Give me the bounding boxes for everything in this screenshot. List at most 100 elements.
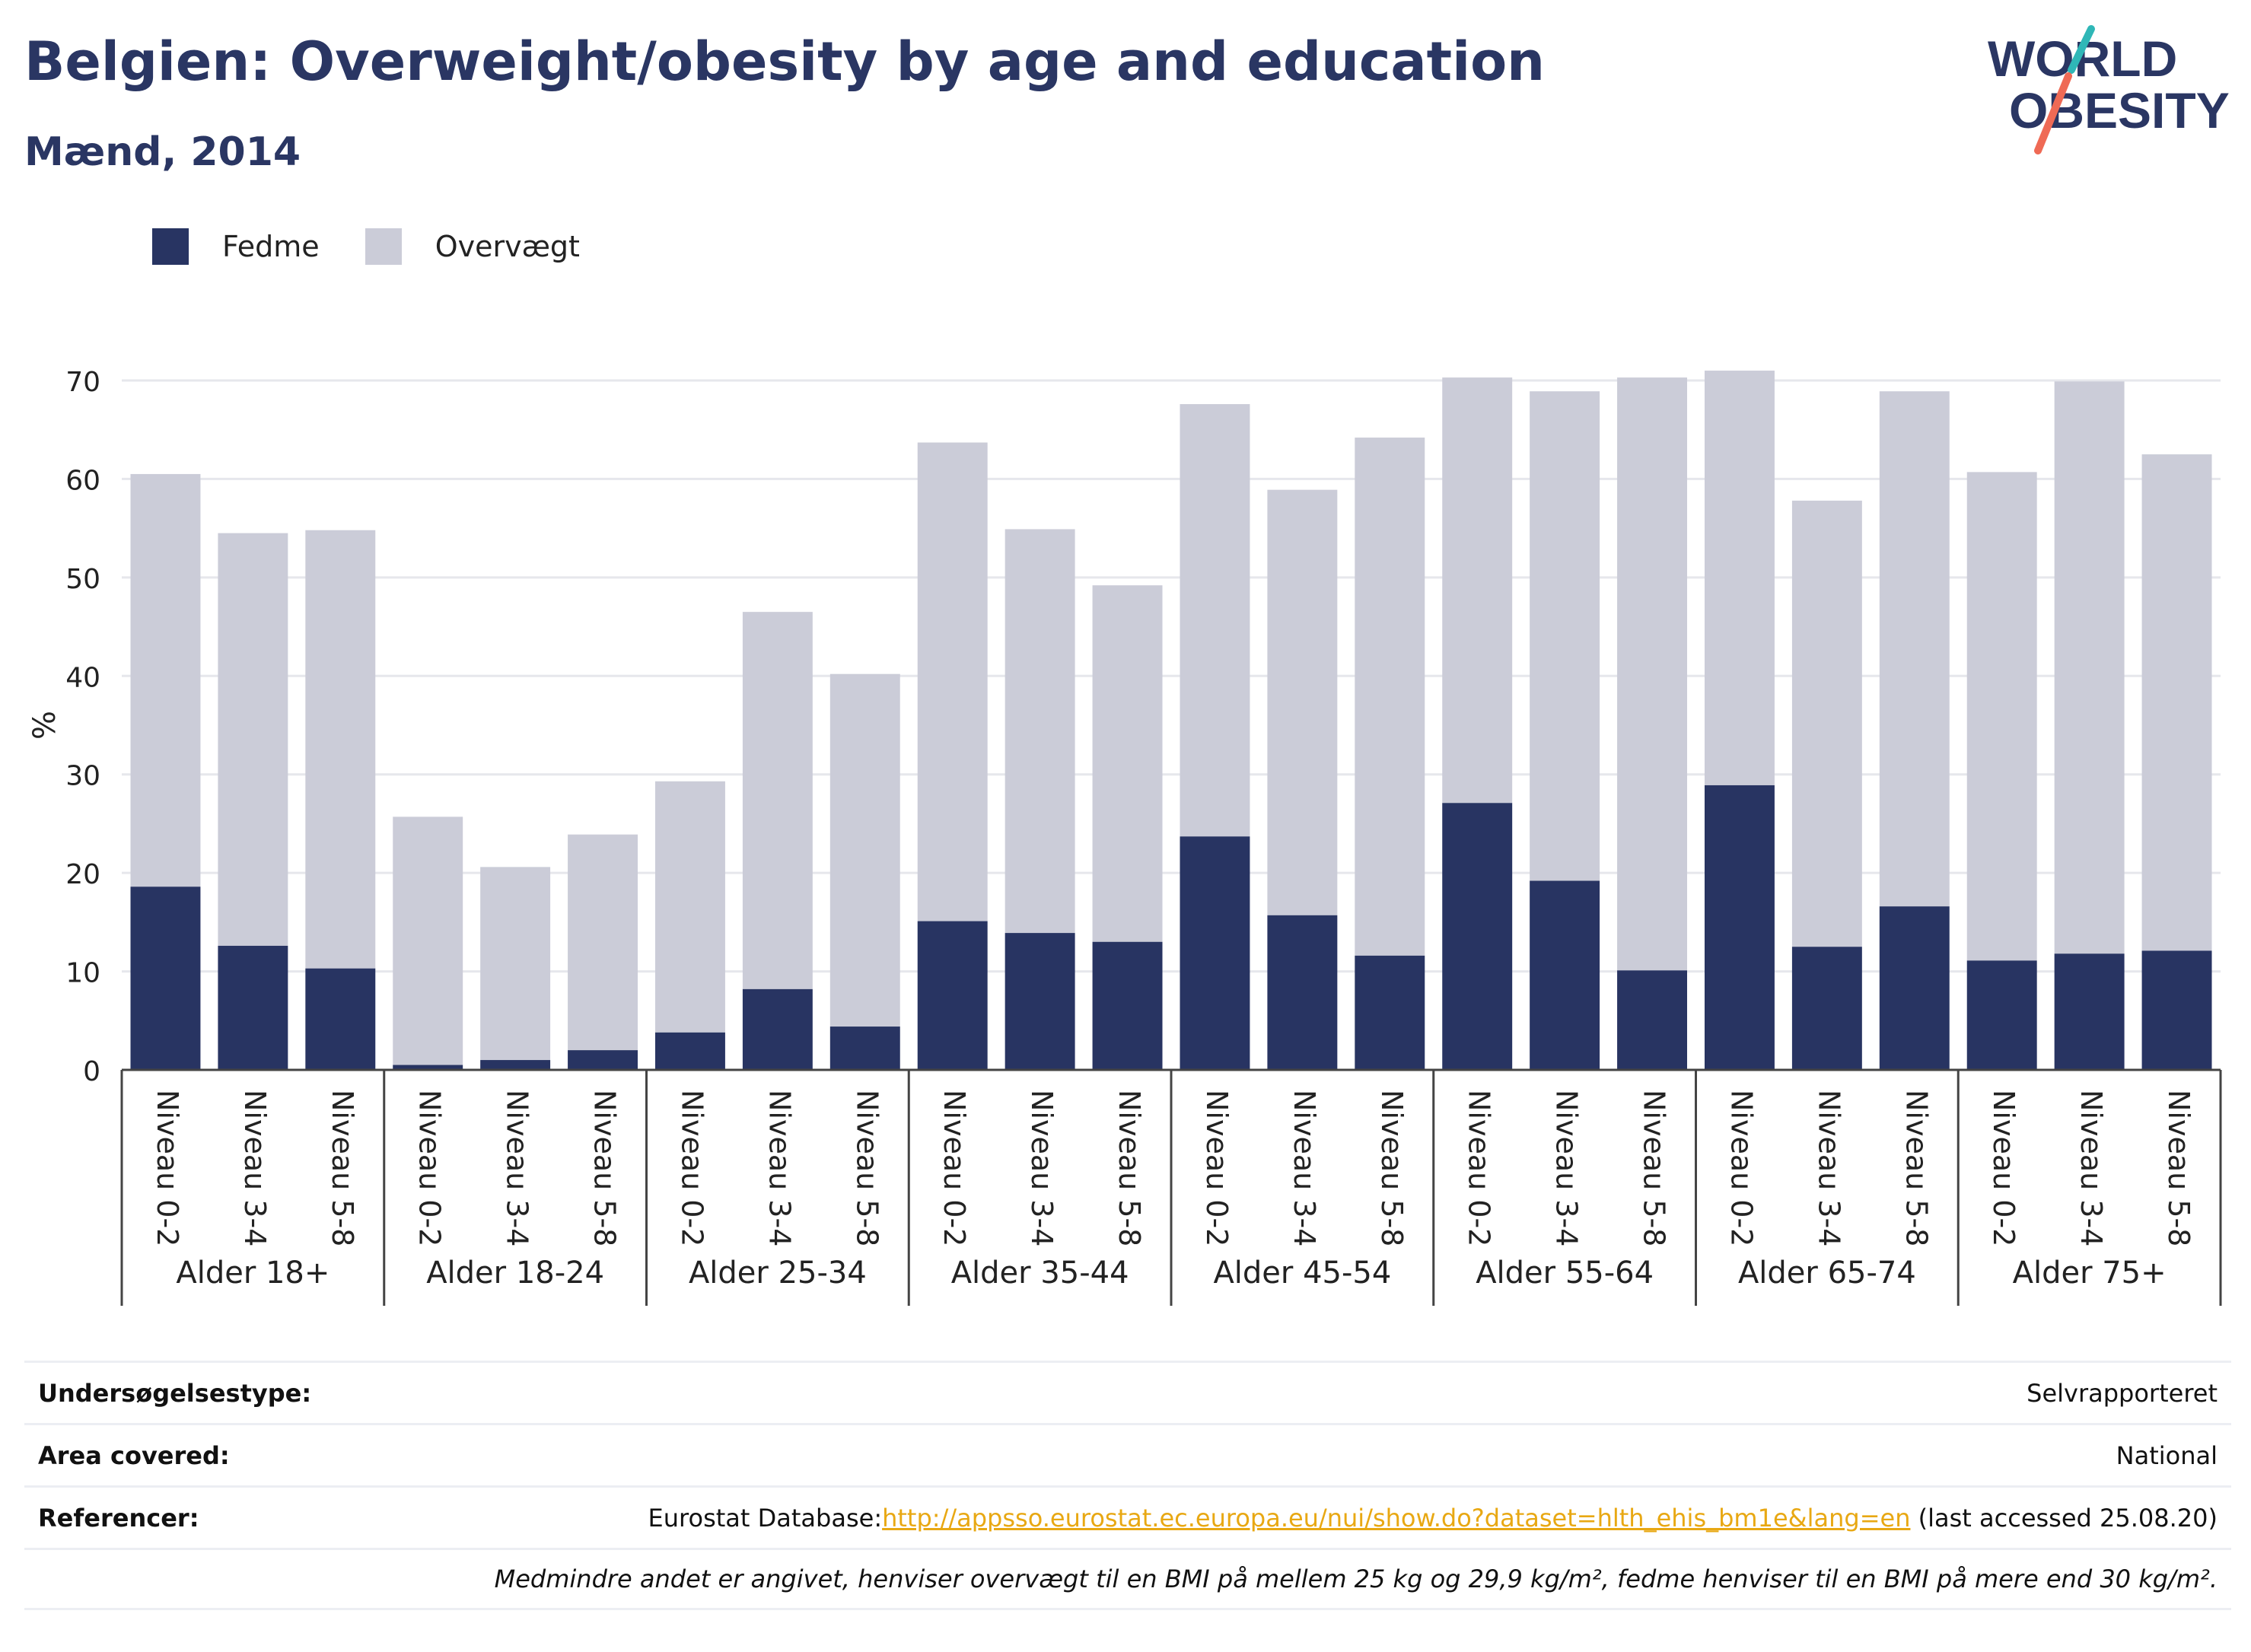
bar-overvaegt xyxy=(130,473,201,887)
bar-overvaegt xyxy=(393,816,463,1065)
bar-overvaegt xyxy=(654,781,725,1033)
bar-fedme xyxy=(1617,970,1688,1070)
bar-fedme xyxy=(829,1027,900,1070)
bar-overvaegt xyxy=(2141,454,2212,951)
bar-fedme xyxy=(2054,953,2125,1070)
legend-item-overvaegt[interactable]: Overvægt xyxy=(365,228,580,265)
bar-fedme xyxy=(2141,950,2212,1070)
group-label: Alder 18+ xyxy=(176,1256,330,1291)
x-tick-label: Niveau 3-4 xyxy=(1288,1090,1321,1246)
bar-overvaegt xyxy=(1180,404,1250,837)
group-label: Alder 65-74 xyxy=(1738,1256,1916,1291)
y-tick-label: 20 xyxy=(65,859,100,890)
y-tick-label: 40 xyxy=(65,662,100,693)
y-tick-label: 30 xyxy=(65,761,100,792)
bar-overvaegt xyxy=(1530,391,1600,881)
logo-stroke-teal xyxy=(2068,25,2095,74)
info-label-survey-type: Undersøgelsestype: xyxy=(38,1378,312,1408)
bar-overvaegt xyxy=(1442,377,1513,804)
y-tick-label: 70 xyxy=(65,367,100,398)
bar-fedme xyxy=(1704,785,1775,1070)
x-tick-label: Niveau 3-4 xyxy=(2074,1090,2108,1246)
x-tick-label: Niveau 0-2 xyxy=(1200,1090,1234,1246)
x-tick-label: Niveau 3-4 xyxy=(1025,1090,1059,1246)
chart-title: Belgien: Overweight/obesity by age and e… xyxy=(24,30,1546,93)
reference-suffix: (last accessed 25.08.20) xyxy=(1910,1503,2218,1533)
bar-fedme xyxy=(130,886,201,1070)
x-tick-label: Niveau 0-2 xyxy=(1987,1090,2020,1246)
bar-overvaegt xyxy=(1355,438,1425,956)
x-tick-label: Niveau 5-8 xyxy=(326,1090,359,1246)
x-tick-label: Niveau 0-2 xyxy=(675,1090,708,1246)
info-value-area-covered: National xyxy=(2116,1440,2218,1470)
x-tick-label: Niveau 0-2 xyxy=(938,1090,971,1246)
bar-fedme xyxy=(1180,836,1250,1070)
group-label: Alder 35-44 xyxy=(951,1256,1129,1291)
legend-swatch-fedme xyxy=(152,228,189,265)
x-tick-label: Niveau 0-2 xyxy=(413,1090,447,1246)
info-value-references: Eurostat Database:http://appsso.eurostat… xyxy=(648,1504,2218,1533)
bar-overvaegt xyxy=(305,530,376,969)
bar-fedme xyxy=(393,1065,463,1070)
group-label: Alder 75+ xyxy=(2013,1256,2167,1291)
group-label: Alder 18-24 xyxy=(426,1256,604,1291)
bar-overvaegt xyxy=(1704,371,1775,785)
bar-fedme xyxy=(654,1032,725,1070)
x-tick-label: Niveau 0-2 xyxy=(1724,1090,1758,1246)
info-value-survey-type: Selvrapporteret xyxy=(2027,1378,2218,1408)
bar-fedme xyxy=(218,945,288,1070)
logo-text-line2: OBESITY xyxy=(2009,82,2230,138)
info-label-area-covered: Area covered: xyxy=(38,1440,230,1470)
bar-overvaegt xyxy=(218,533,288,946)
bar-fedme xyxy=(1092,941,1163,1070)
bar-fedme xyxy=(305,968,376,1070)
eurostat-link[interactable]: http://appsso.eurostat.ec.europa.eu/nui/… xyxy=(882,1503,1911,1533)
group-label: Alder 45-54 xyxy=(1213,1256,1391,1291)
x-tick-label: Niveau 5-8 xyxy=(1638,1090,1671,1246)
bar-overvaegt xyxy=(1267,489,1338,915)
x-tick-label: Niveau 3-4 xyxy=(1550,1090,1584,1246)
legend-swatch-overvaegt xyxy=(365,228,402,265)
bar-fedme xyxy=(1879,906,1950,1070)
x-tick-label: Niveau 3-4 xyxy=(501,1090,534,1246)
bar-overvaegt xyxy=(1005,529,1075,934)
bar-fedme xyxy=(742,988,813,1070)
bar-fedme xyxy=(1355,955,1425,1070)
bar-overvaegt xyxy=(568,834,638,1051)
bar-fedme xyxy=(568,1050,638,1070)
legend-label-overvaegt: Overvægt xyxy=(435,230,580,263)
x-tick-label: Niveau 5-8 xyxy=(2162,1090,2195,1246)
y-tick-label: 50 xyxy=(65,564,100,595)
bar-fedme xyxy=(1530,880,1600,1070)
bar-fedme xyxy=(917,921,988,1070)
x-tick-label: Niveau 5-8 xyxy=(1375,1090,1409,1246)
x-tick-label: Niveau 5-8 xyxy=(588,1090,622,1246)
x-tick-label: Niveau 5-8 xyxy=(850,1090,884,1246)
bar-overvaegt xyxy=(1966,472,2037,961)
bar-overvaegt xyxy=(1092,585,1163,942)
x-tick-label: Niveau 0-2 xyxy=(1463,1090,1496,1246)
y-axis-label: % xyxy=(27,711,62,740)
bar-overvaegt xyxy=(480,867,551,1061)
info-label-references: Referencer: xyxy=(38,1503,199,1533)
bar-fedme xyxy=(480,1060,551,1070)
bar-fedme xyxy=(1791,947,1862,1070)
x-tick-label: Niveau 3-4 xyxy=(763,1090,796,1246)
reference-prefix: Eurostat Database: xyxy=(648,1503,883,1533)
info-row-area-covered: Area covered: National xyxy=(24,1423,2231,1485)
logo-stroke-coral xyxy=(2034,72,2072,154)
chart-subtitle: Mænd, 2014 xyxy=(24,129,301,175)
legend-item-fedme[interactable]: Fedme xyxy=(152,228,320,265)
bar-overvaegt xyxy=(1617,377,1688,971)
x-tick-label: Niveau 3-4 xyxy=(238,1090,272,1246)
info-row-survey-type: Undersøgelsestype: Selvrapporteret xyxy=(24,1361,2231,1423)
x-tick-label: Niveau 3-4 xyxy=(1812,1090,1845,1246)
group-label: Alder 55-64 xyxy=(1476,1256,1654,1291)
stacked-bar-chart: 0 10 20 30 40 50 60 70% Niveau 0-2 Niveau 3-4 Nive… xyxy=(27,367,2222,1306)
chart-legend: Fedme Overvægt xyxy=(152,228,626,265)
bar-overvaegt xyxy=(2054,381,2125,954)
y-tick-label: 0 xyxy=(83,1056,100,1087)
y-tick-label: 60 xyxy=(65,465,100,496)
bar-overvaegt xyxy=(1791,500,1862,947)
y-tick-label: 10 xyxy=(65,958,100,989)
